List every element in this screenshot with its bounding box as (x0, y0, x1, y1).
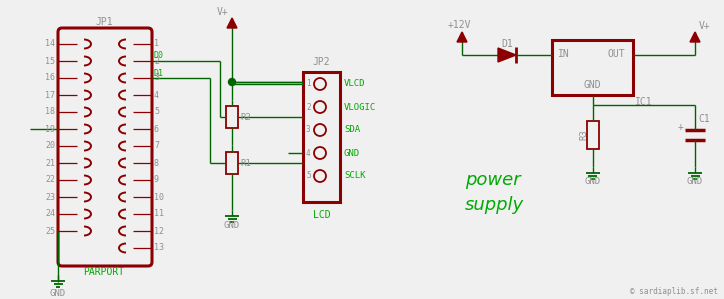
Text: 23: 23 (45, 193, 55, 202)
Text: 7: 7 (154, 141, 159, 150)
Text: supply: supply (465, 196, 524, 214)
Bar (586, 121, 599, 149)
Text: V+: V+ (699, 21, 711, 31)
Text: C1: C1 (698, 114, 710, 124)
Text: 10: 10 (154, 193, 164, 202)
Text: VLOGIC: VLOGIC (344, 103, 376, 112)
Bar (303, 72, 340, 202)
Text: 2: 2 (154, 57, 159, 65)
Text: PARPORT: PARPORT (83, 267, 125, 277)
Text: IN: IN (558, 49, 570, 59)
Text: +: + (677, 122, 683, 132)
Text: 16: 16 (45, 74, 55, 83)
Text: JP2: JP2 (313, 57, 330, 67)
Text: GND: GND (687, 178, 703, 187)
Text: 18: 18 (45, 108, 55, 117)
Text: D1: D1 (154, 68, 164, 77)
Text: 13: 13 (154, 243, 164, 252)
Text: GND: GND (584, 80, 602, 90)
Text: GND: GND (50, 289, 66, 298)
Text: 8: 8 (154, 158, 159, 167)
Text: 24: 24 (45, 210, 55, 219)
Text: JP1: JP1 (95, 17, 113, 27)
Text: 4: 4 (154, 91, 159, 100)
Text: SDA: SDA (344, 126, 360, 135)
Text: +12V: +12V (447, 20, 471, 30)
Text: 3: 3 (306, 126, 311, 135)
Text: GND: GND (344, 149, 360, 158)
Text: 22: 22 (45, 176, 55, 184)
Text: 21: 21 (45, 158, 55, 167)
Text: 14: 14 (45, 39, 55, 48)
Text: SCLK: SCLK (344, 172, 366, 181)
Text: 1: 1 (154, 39, 159, 48)
Bar (226, 106, 238, 128)
Text: D0: D0 (154, 51, 164, 60)
Text: OUT: OUT (607, 49, 625, 59)
Text: 17: 17 (45, 91, 55, 100)
Text: 5: 5 (154, 108, 159, 117)
Text: IC1: IC1 (635, 97, 652, 107)
Text: R3: R3 (579, 130, 588, 140)
Text: 25: 25 (45, 227, 55, 236)
Text: V+: V+ (216, 7, 228, 17)
Text: 5: 5 (306, 172, 311, 181)
Text: GND: GND (584, 178, 601, 187)
Text: R1: R1 (240, 158, 251, 167)
Polygon shape (498, 48, 516, 62)
Text: LCD: LCD (313, 210, 330, 220)
Text: 12: 12 (154, 227, 164, 236)
Polygon shape (227, 18, 237, 28)
Text: 11: 11 (154, 210, 164, 219)
Text: 6: 6 (154, 124, 159, 133)
Polygon shape (457, 32, 467, 42)
Text: 19: 19 (45, 124, 55, 133)
Text: D1: D1 (501, 39, 513, 49)
Text: 9: 9 (154, 176, 159, 184)
Text: GND: GND (224, 222, 240, 231)
Text: © sardiaplib.sf.net: © sardiaplib.sf.net (630, 288, 718, 297)
Text: R2: R2 (240, 112, 251, 121)
Text: 20: 20 (45, 141, 55, 150)
Text: power: power (465, 171, 521, 189)
Circle shape (229, 79, 235, 86)
Text: 15: 15 (45, 57, 55, 65)
Text: 1: 1 (306, 80, 311, 89)
Polygon shape (690, 32, 700, 42)
Text: 3: 3 (154, 74, 159, 83)
Text: VLCD: VLCD (344, 80, 366, 89)
Bar (226, 152, 238, 174)
Text: 4: 4 (306, 149, 311, 158)
Text: 2: 2 (306, 103, 311, 112)
Bar (552, 40, 633, 95)
